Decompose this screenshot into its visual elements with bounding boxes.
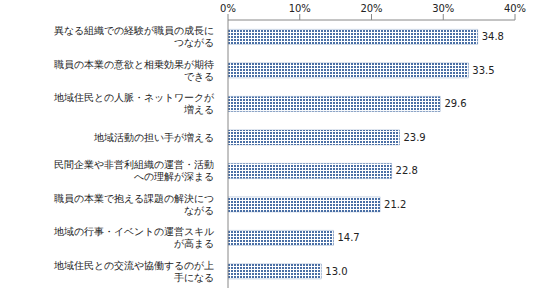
svg-text:民間企業や非営利組織の運営・活動への理解が深まる: 民間企業や非営利組織の運営・活動への理解が深まる: [54, 159, 214, 182]
svg-text:14.7: 14.7: [337, 232, 359, 243]
svg-text:異なる組織での経験が職員の成長につながる: 異なる組織での経験が職員の成長につながる: [54, 25, 214, 48]
svg-text:40%: 40%: [504, 3, 526, 14]
svg-text:23.9: 23.9: [403, 132, 425, 143]
svg-text:21.2: 21.2: [384, 199, 406, 210]
svg-text:22.8: 22.8: [396, 165, 418, 176]
svg-text:地域住民との人脈・ネットワークが増える: 地域住民との人脈・ネットワークが増える: [53, 92, 215, 115]
svg-text:13.0: 13.0: [325, 266, 347, 277]
svg-text:30%: 30%: [432, 3, 454, 14]
svg-text:地域活動の担い手が増える: 地域活動の担い手が増える: [93, 132, 214, 143]
svg-text:職員の本業の意欲と相乗効果が期待できる: 職員の本業の意欲と相乗効果が期待できる: [54, 59, 214, 82]
svg-text:職員の本業で抱える課題の解決につながる: 職員の本業で抱える課題の解決につながる: [54, 193, 214, 216]
svg-text:10%: 10%: [289, 3, 311, 14]
svg-text:20%: 20%: [360, 3, 382, 14]
svg-text:33.5: 33.5: [472, 65, 494, 76]
svg-text:34.8: 34.8: [482, 31, 504, 42]
svg-text:地域住民との交流や協働するのが上手になる: 地域住民との交流や協働するのが上手になる: [53, 260, 214, 283]
svg-text:29.6: 29.6: [444, 98, 466, 109]
svg-text:地域の行事・イベントの運営スキルが高まる: 地域の行事・イベントの運営スキルが高まる: [53, 226, 214, 249]
svg-text:0%: 0%: [220, 3, 236, 14]
